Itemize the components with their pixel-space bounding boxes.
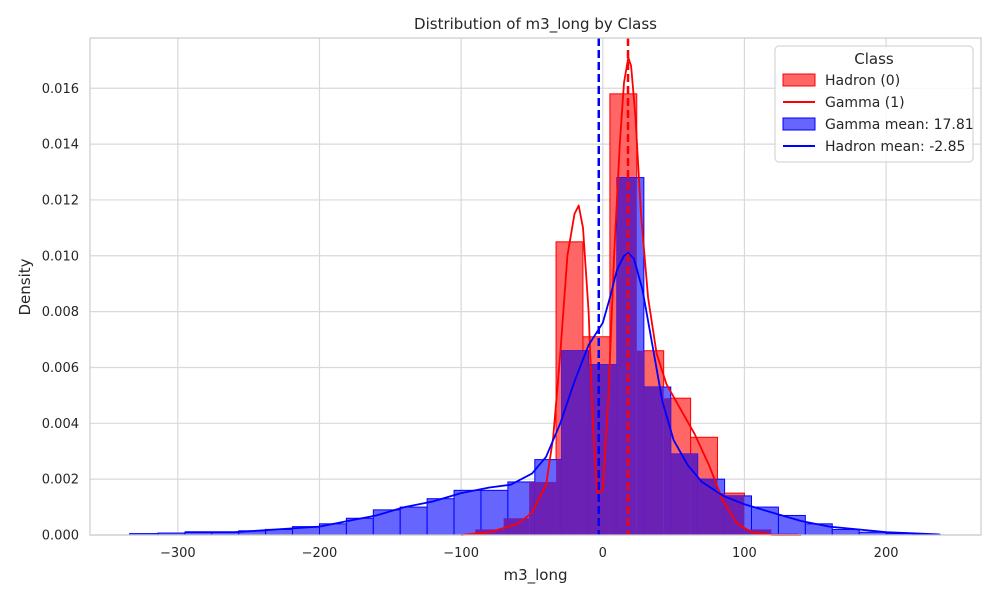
gamma-bar [453,489,482,536]
y-tick-label: 0.008 [42,305,79,320]
kde-curves [184,56,939,536]
overlap-bar [582,350,589,535]
overlap-bar [744,529,752,535]
overlap-bar [751,529,772,535]
overlap-bar [690,454,698,535]
overlap-bar [507,518,530,535]
overlap-bar [663,398,671,535]
overlap-bar [643,387,664,535]
x-tick-label: −300 [160,546,196,561]
overlap-bar [561,350,583,535]
overlap-bar [724,495,745,535]
mean-lines [597,38,630,535]
y-tick-label: 0.006 [42,361,79,376]
y-axis-label: Density [16,258,34,315]
legend-label: Hadron (0) [825,73,900,89]
y-tick-label: 0.012 [42,193,79,208]
grid [90,38,981,536]
x-tick-label: −200 [302,546,338,561]
hadron-kde-line [461,56,802,536]
legend-label: Hadron mean: -2.85 [825,139,965,155]
legend-box [774,45,974,163]
x-axis-ticks: −300 −200 −100 0 100 200 [160,546,899,561]
chart-title: Distribution of m3_long by Class [414,15,657,34]
gamma-bar [399,506,428,536]
legend-title: Class [854,50,894,68]
plot-frame [89,37,982,536]
overlap-bar [670,454,691,535]
y-tick-label: 0.000 [42,529,79,544]
gamma-bar [372,509,401,536]
gamma-bar [831,528,860,536]
legend-patch [782,117,816,131]
legend-patch [782,73,816,87]
overlap-bar [609,364,617,535]
overlap-bar [475,529,481,535]
overlap-histogram [475,177,799,535]
x-tick-label: 100 [732,546,757,561]
x-tick-label: 200 [874,546,899,561]
gamma-kde-line [184,252,939,536]
y-tick-label: 0.010 [42,249,79,264]
overlap-bar [534,481,557,535]
overlap-bar [717,493,725,535]
y-tick-label: 0.014 [42,138,79,153]
overlap-bar [556,459,562,535]
y-tick-label: 0.016 [42,82,79,97]
y-tick-label: 0.004 [42,417,79,432]
gamma-bar [480,489,509,536]
legend-label: Gamma mean: 17.81 [825,117,974,133]
legend-label: Gamma (1) [825,95,905,111]
y-axis-ticks: 0.000 0.002 0.004 0.006 0.008 0.010 0.012 0.014… [42,82,79,544]
legend: Class Hadron (0) Gamma (1) Gamma mean: 17.… [774,45,974,163]
x-axis-label: m3_long [503,566,567,585]
y-tick-label: 0.002 [42,473,79,488]
x-tick-label: −100 [443,546,479,561]
overlap-bar [636,350,644,535]
overlap-bar [697,479,718,535]
overlap-bar [529,481,535,535]
x-tick-label: 0 [599,546,607,561]
gamma-bar [426,498,455,536]
legend-entries: Hadron (0) Gamma (1) Gamma mean: 17.81 Hadr… [782,73,974,155]
